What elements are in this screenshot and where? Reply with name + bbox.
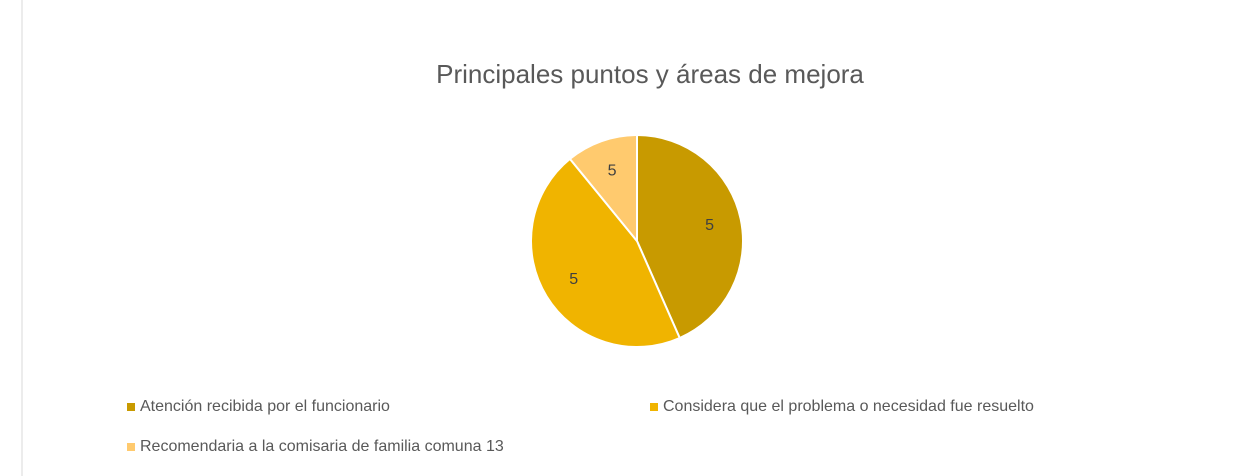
data-label: 5 (569, 271, 578, 288)
pie-slice (568, 133, 638, 244)
legend-label: Considera que el problema o necesidad fu… (663, 398, 1034, 415)
legend-swatch (650, 403, 658, 411)
pie-slice (530, 157, 682, 348)
data-label: 5 (608, 162, 617, 179)
legend-swatch (127, 403, 135, 411)
chart-title: Principales puntos y áreas de mejora (436, 59, 864, 89)
legend-label: Atención recibida por el funcionario (140, 398, 390, 415)
data-label: 5 (705, 217, 714, 234)
legend-swatch (127, 443, 135, 451)
pie-slice (636, 133, 744, 340)
legend-label: Recomendaria a la comisaria de familia c… (140, 438, 504, 455)
